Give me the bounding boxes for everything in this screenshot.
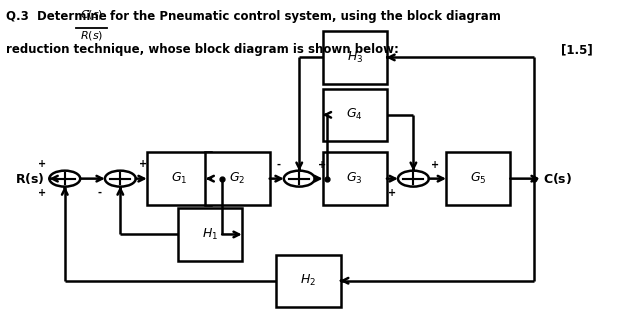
Text: $R(s)$: $R(s)$ bbox=[80, 29, 103, 42]
Text: +: + bbox=[38, 188, 46, 198]
Text: $H_2$: $H_2$ bbox=[300, 273, 317, 288]
Text: [1.5]: [1.5] bbox=[561, 43, 593, 56]
Text: +: + bbox=[388, 188, 396, 197]
Text: +: + bbox=[139, 159, 147, 169]
Text: $\mathbf{C(s)}$: $\mathbf{C(s)}$ bbox=[543, 171, 572, 186]
Text: $G_2$: $G_2$ bbox=[230, 171, 246, 186]
Text: -: - bbox=[98, 188, 102, 198]
Circle shape bbox=[398, 171, 429, 187]
Circle shape bbox=[105, 171, 136, 187]
Text: Q.3  Determine: Q.3 Determine bbox=[6, 10, 107, 23]
Text: -: - bbox=[277, 160, 281, 170]
Text: $C(s)$: $C(s)$ bbox=[80, 8, 103, 21]
Text: +: + bbox=[431, 160, 439, 170]
FancyBboxPatch shape bbox=[323, 89, 387, 141]
Circle shape bbox=[284, 171, 315, 187]
FancyBboxPatch shape bbox=[178, 208, 242, 261]
Text: $\mathbf{R(s)}$: $\mathbf{R(s)}$ bbox=[15, 171, 45, 186]
Text: $G_3$: $G_3$ bbox=[347, 171, 363, 186]
Text: $H_3$: $H_3$ bbox=[347, 50, 363, 65]
Text: +: + bbox=[318, 160, 326, 170]
FancyBboxPatch shape bbox=[147, 152, 211, 205]
FancyBboxPatch shape bbox=[323, 31, 387, 84]
Text: reduction technique, whose block diagram is shown below:: reduction technique, whose block diagram… bbox=[6, 43, 399, 56]
Text: $G_4$: $G_4$ bbox=[346, 107, 363, 122]
FancyBboxPatch shape bbox=[205, 152, 270, 205]
Circle shape bbox=[49, 171, 80, 187]
FancyBboxPatch shape bbox=[446, 152, 510, 205]
FancyBboxPatch shape bbox=[323, 152, 387, 205]
Text: $G_5$: $G_5$ bbox=[470, 171, 486, 186]
FancyBboxPatch shape bbox=[276, 255, 341, 307]
Text: for the Pneumatic control system, using the block diagram: for the Pneumatic control system, using … bbox=[110, 10, 501, 23]
Text: $H_1$: $H_1$ bbox=[202, 227, 218, 242]
Text: $G_1$: $G_1$ bbox=[171, 171, 187, 186]
Text: +: + bbox=[38, 159, 46, 169]
